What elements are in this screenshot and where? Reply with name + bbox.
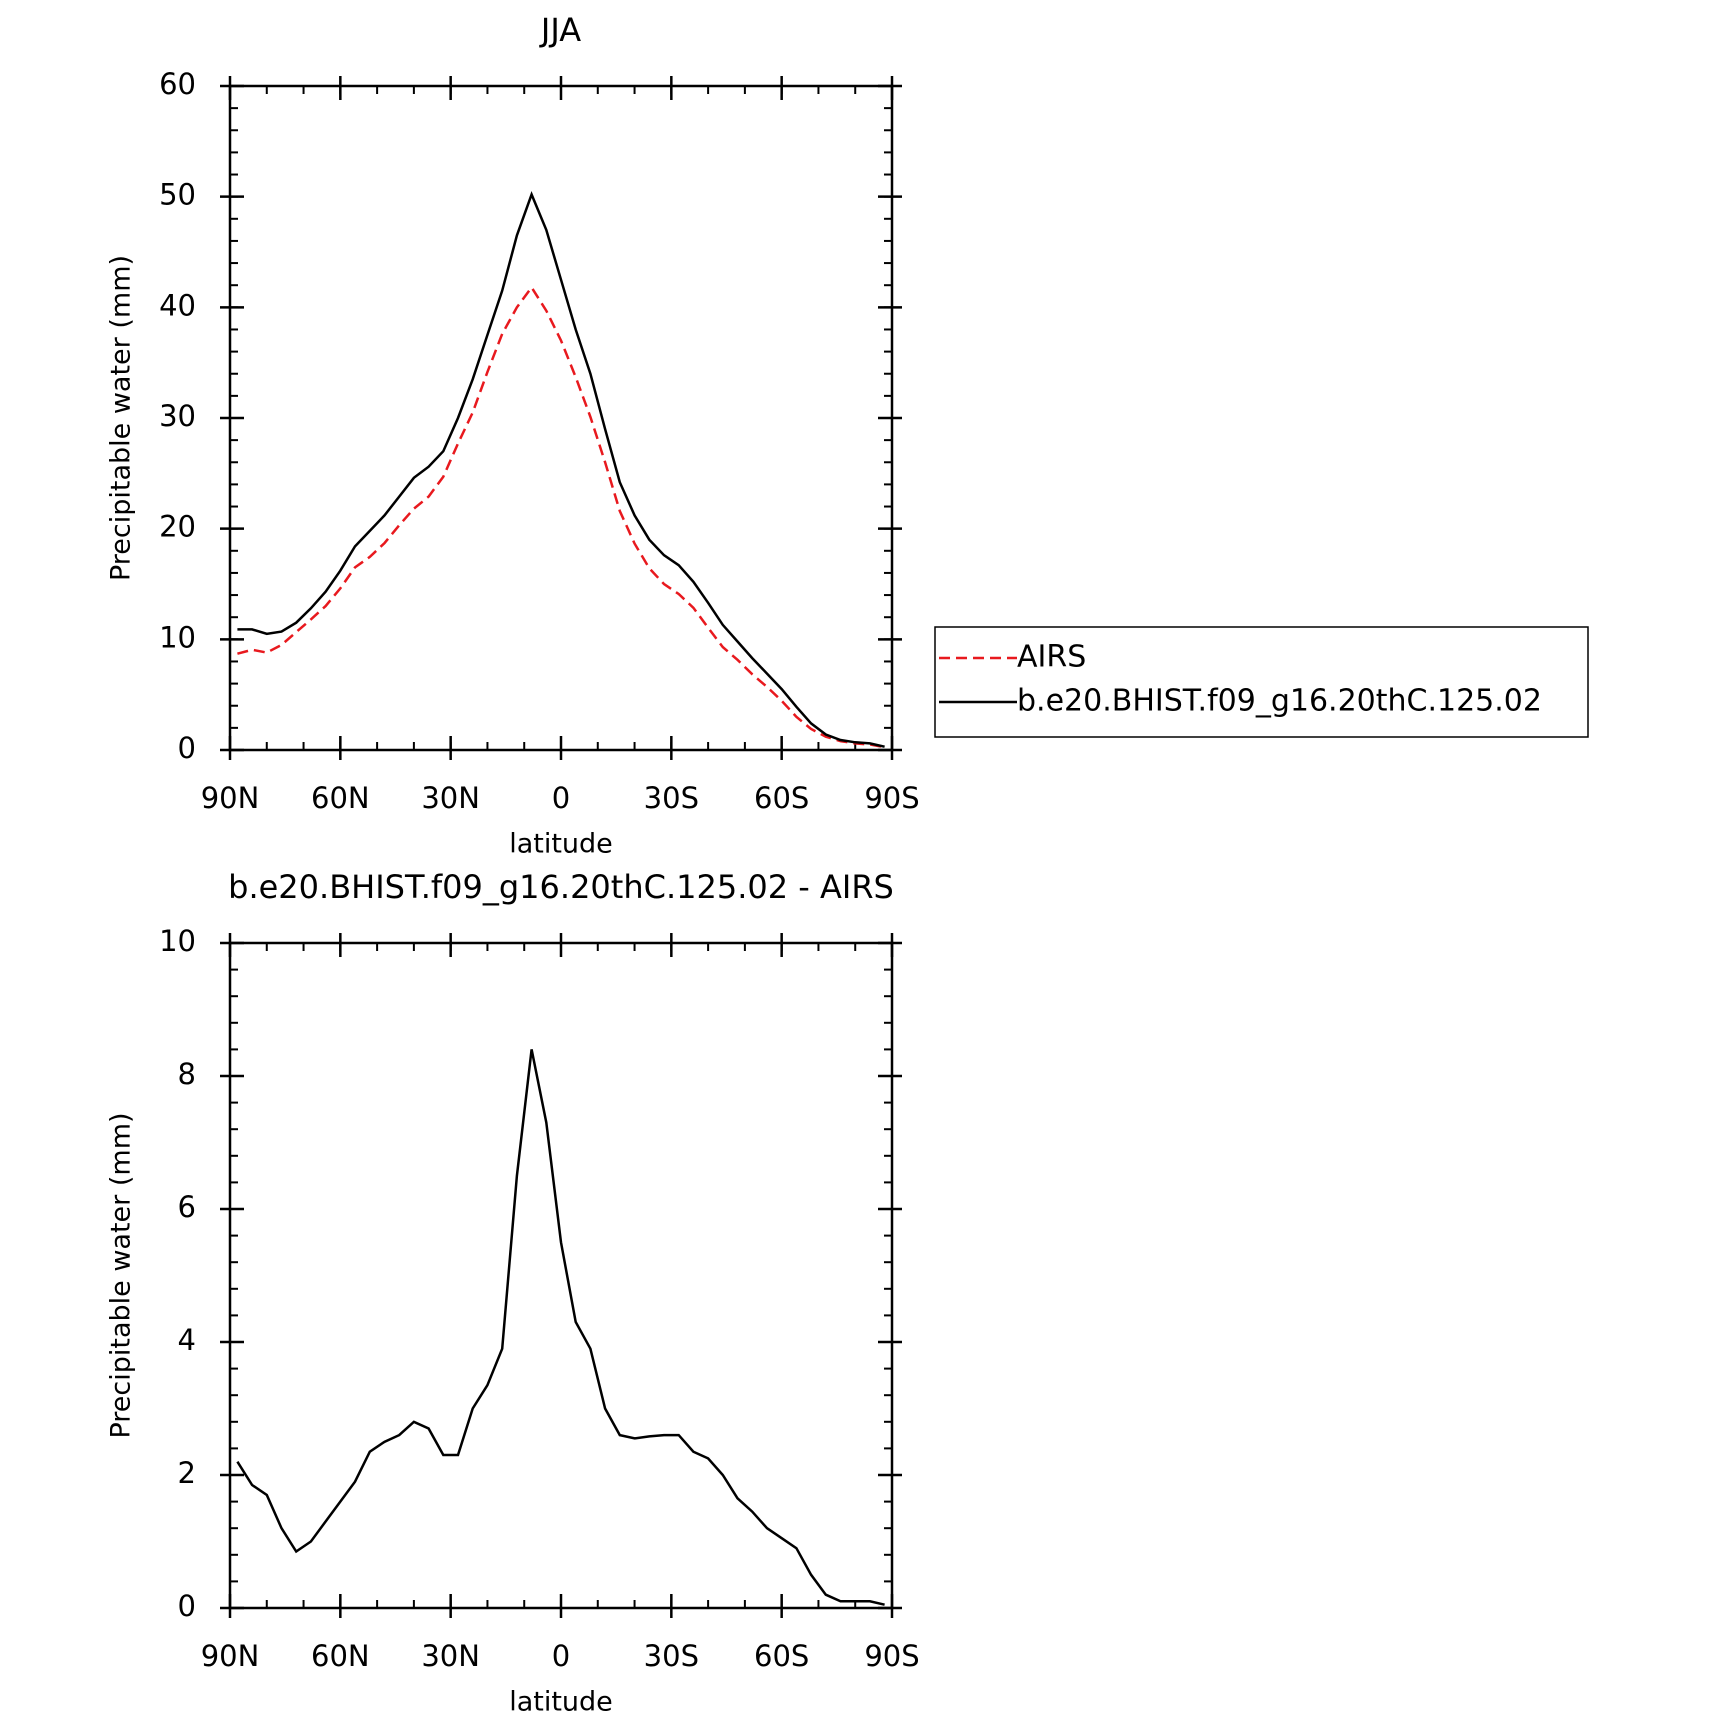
y-tick-label: 30: [159, 399, 196, 433]
data-line: [236, 1049, 885, 1606]
plot-frame: [228, 84, 894, 752]
y-tick-label: 8: [178, 1057, 196, 1091]
x-axis-label: latitude: [509, 1687, 613, 1718]
y-tick-label: 0: [178, 731, 196, 765]
y-tick-label: 4: [178, 1323, 196, 1357]
chart-title: b.e20.BHIST.f09_g16.20thC.125.02 - AIRS: [228, 868, 894, 906]
x-tick-label: 60N: [311, 1639, 370, 1673]
legend-box: [934, 626, 1589, 738]
x-tick-label: 90N: [201, 1639, 260, 1673]
y-axis-label: Precipitable water (mm): [106, 1112, 137, 1438]
x-tick-label: 0: [552, 1639, 570, 1673]
x-tick-label: 90S: [864, 781, 919, 815]
legend-label: b.e20.BHIST.f09_g16.20thC.125.02: [1017, 684, 1542, 719]
data-line: [237, 285, 885, 749]
data-line: [237, 191, 885, 748]
chart-title: JJA: [539, 11, 581, 49]
y-tick-label: 2: [178, 1456, 196, 1490]
y-tick-label: 40: [159, 288, 196, 322]
x-tick-label: 0: [552, 781, 570, 815]
y-axis-label: Precipitable water (mm): [106, 255, 137, 581]
x-tick-label: 30N: [421, 1639, 480, 1673]
x-tick-label: 60S: [754, 1639, 809, 1673]
y-tick-label: 60: [159, 67, 196, 101]
x-tick-label: 30S: [644, 1639, 699, 1673]
x-tick-label: 60N: [311, 781, 370, 815]
y-tick-label: 10: [159, 620, 196, 654]
x-tick-label: 30S: [644, 781, 699, 815]
x-tick-label: 90S: [864, 1639, 919, 1673]
x-tick-label: 60S: [754, 781, 809, 815]
y-tick-label: 20: [159, 510, 196, 544]
y-tick-label: 0: [178, 1589, 196, 1623]
legend-label: AIRS: [1017, 640, 1086, 675]
y-tick-label: 6: [178, 1190, 196, 1224]
x-tick-label: 90N: [201, 781, 260, 815]
y-tick-label: 10: [159, 924, 196, 958]
plot-frame: [228, 941, 894, 1610]
x-axis-label: latitude: [509, 829, 613, 860]
x-tick-label: 30N: [421, 781, 480, 815]
y-tick-label: 50: [159, 178, 196, 212]
